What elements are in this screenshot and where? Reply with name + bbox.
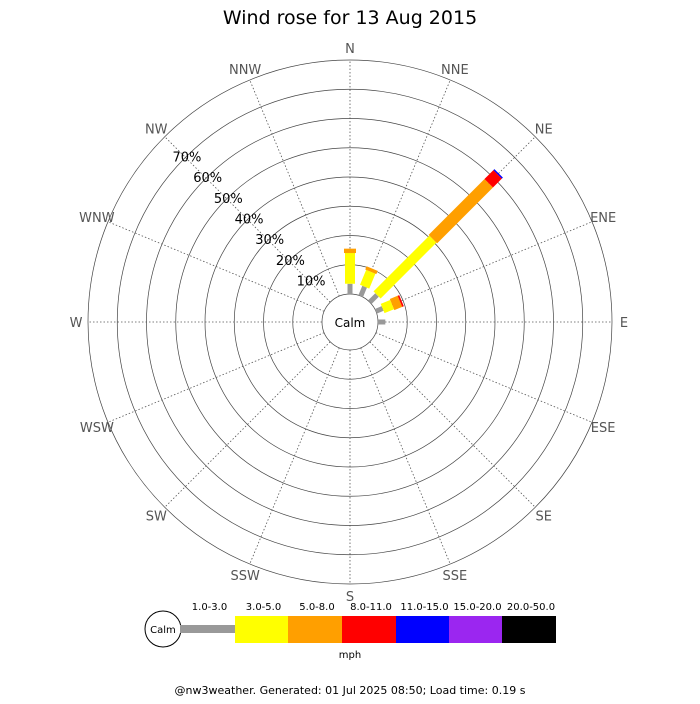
direction-label-wnw: WNW xyxy=(79,211,115,226)
radial-tick-label: 40% xyxy=(235,212,264,227)
grid-ring xyxy=(116,88,584,556)
direction-label-ese: ESE xyxy=(591,421,616,436)
direction-label-s: S xyxy=(346,590,354,605)
direction-label-ene: ENE xyxy=(590,211,616,226)
wind-bars xyxy=(344,169,503,325)
bar-ne-bin-3 xyxy=(428,179,493,244)
calm-center: Calm xyxy=(327,299,373,345)
spoke-nnw xyxy=(249,79,340,297)
bar-ne-bin-1 xyxy=(368,293,379,304)
legend-swatch xyxy=(342,616,396,643)
radial-tick-label: 30% xyxy=(255,233,284,248)
spoke-nw xyxy=(164,136,331,303)
spoke-ese xyxy=(375,332,593,423)
grid-ring xyxy=(263,235,437,409)
legend-label: 15.0-20.0 xyxy=(453,602,501,613)
spoke-nne xyxy=(360,79,451,297)
radial-tick-label: 10% xyxy=(297,275,326,290)
legend-calm-label: Calm xyxy=(150,625,176,636)
legend-label: 11.0-15.0 xyxy=(400,602,448,613)
spoke-sse xyxy=(360,347,451,565)
spoke-se xyxy=(369,341,536,508)
bar-ene-bin-3 xyxy=(389,295,403,311)
legend-swatch xyxy=(180,625,235,633)
legend-label: 20.0-50.0 xyxy=(507,602,555,613)
direction-label-nne: NNE xyxy=(441,63,469,78)
grid-ring xyxy=(87,59,613,585)
legend-swatch xyxy=(396,616,449,643)
radial-tick-labels: 10% 20% 30% 40% 50% 60% 70% xyxy=(173,150,326,289)
bar-nne-bin-1 xyxy=(358,285,367,298)
grid-ring xyxy=(175,147,525,497)
legend-label: 8.0-11.0 xyxy=(350,602,392,613)
legend-swatch xyxy=(502,616,556,643)
radial-tick-label: 20% xyxy=(276,254,305,269)
direction-label-w: W xyxy=(70,316,83,331)
bar-nne-bin-2 xyxy=(360,269,376,289)
spoke-wnw xyxy=(107,221,325,312)
chart-title: Wind rose for 13 Aug 2015 xyxy=(223,7,477,29)
bar-nne-bin-3 xyxy=(365,266,378,275)
speed-legend: Calm 1.0-3.0 3.0-5.0 5.0-8.0 8.0-11.0 11.0-1… xyxy=(144,602,556,661)
legend-swatch xyxy=(288,616,342,643)
direction-label-se: SE xyxy=(536,510,552,525)
legend-swatch xyxy=(235,616,288,643)
spoke-ene xyxy=(375,221,593,312)
legend-label: 1.0-3.0 xyxy=(192,602,227,613)
legend-units: mph xyxy=(339,650,361,661)
spoke-wsw xyxy=(107,332,325,423)
radial-tick-label: 60% xyxy=(193,171,222,186)
bar-ne-bin-5 xyxy=(493,169,503,179)
legend-items: 1.0-3.0 3.0-5.0 5.0-8.0 8.0-11.0 11.0-15.0 15… xyxy=(180,602,556,643)
direction-label-wsw: WSW xyxy=(80,421,114,436)
spoke-sw xyxy=(164,341,331,508)
footer-text: @nw3weather. Generated: 01 Jul 2025 08:5… xyxy=(175,684,526,697)
bar-ene-bin-4 xyxy=(397,295,404,307)
bar-ne-bin-4 xyxy=(484,170,502,188)
bar-ene-bin-2 xyxy=(380,299,394,314)
direction-label-e: E xyxy=(620,316,628,331)
direction-labels: N NNE NE ENE E ESE SE SSE S SSW SW WSW W WNW NW NNW xyxy=(70,42,629,605)
legend-label: 5.0-8.0 xyxy=(299,602,334,613)
direction-label-nw: NW xyxy=(145,122,168,137)
radial-tick-label: 70% xyxy=(173,150,202,165)
legend-swatch xyxy=(449,616,502,643)
bar-ne-bin-2 xyxy=(373,235,437,299)
calm-label: Calm xyxy=(335,316,366,330)
direction-label-sw: SW xyxy=(146,510,167,525)
direction-label-sse: SSE xyxy=(442,569,467,584)
direction-label-ssw: SSW xyxy=(230,569,260,584)
direction-label-nnw: NNW xyxy=(229,63,261,78)
legend-label: 3.0-5.0 xyxy=(246,602,281,613)
direction-label-n: N xyxy=(345,42,355,57)
calm-circle xyxy=(327,299,373,345)
bar-ene-bin-1 xyxy=(374,306,384,314)
direction-label-ne: NE xyxy=(535,122,553,137)
radial-tick-label: 50% xyxy=(214,192,243,207)
spoke-ssw xyxy=(249,347,340,565)
